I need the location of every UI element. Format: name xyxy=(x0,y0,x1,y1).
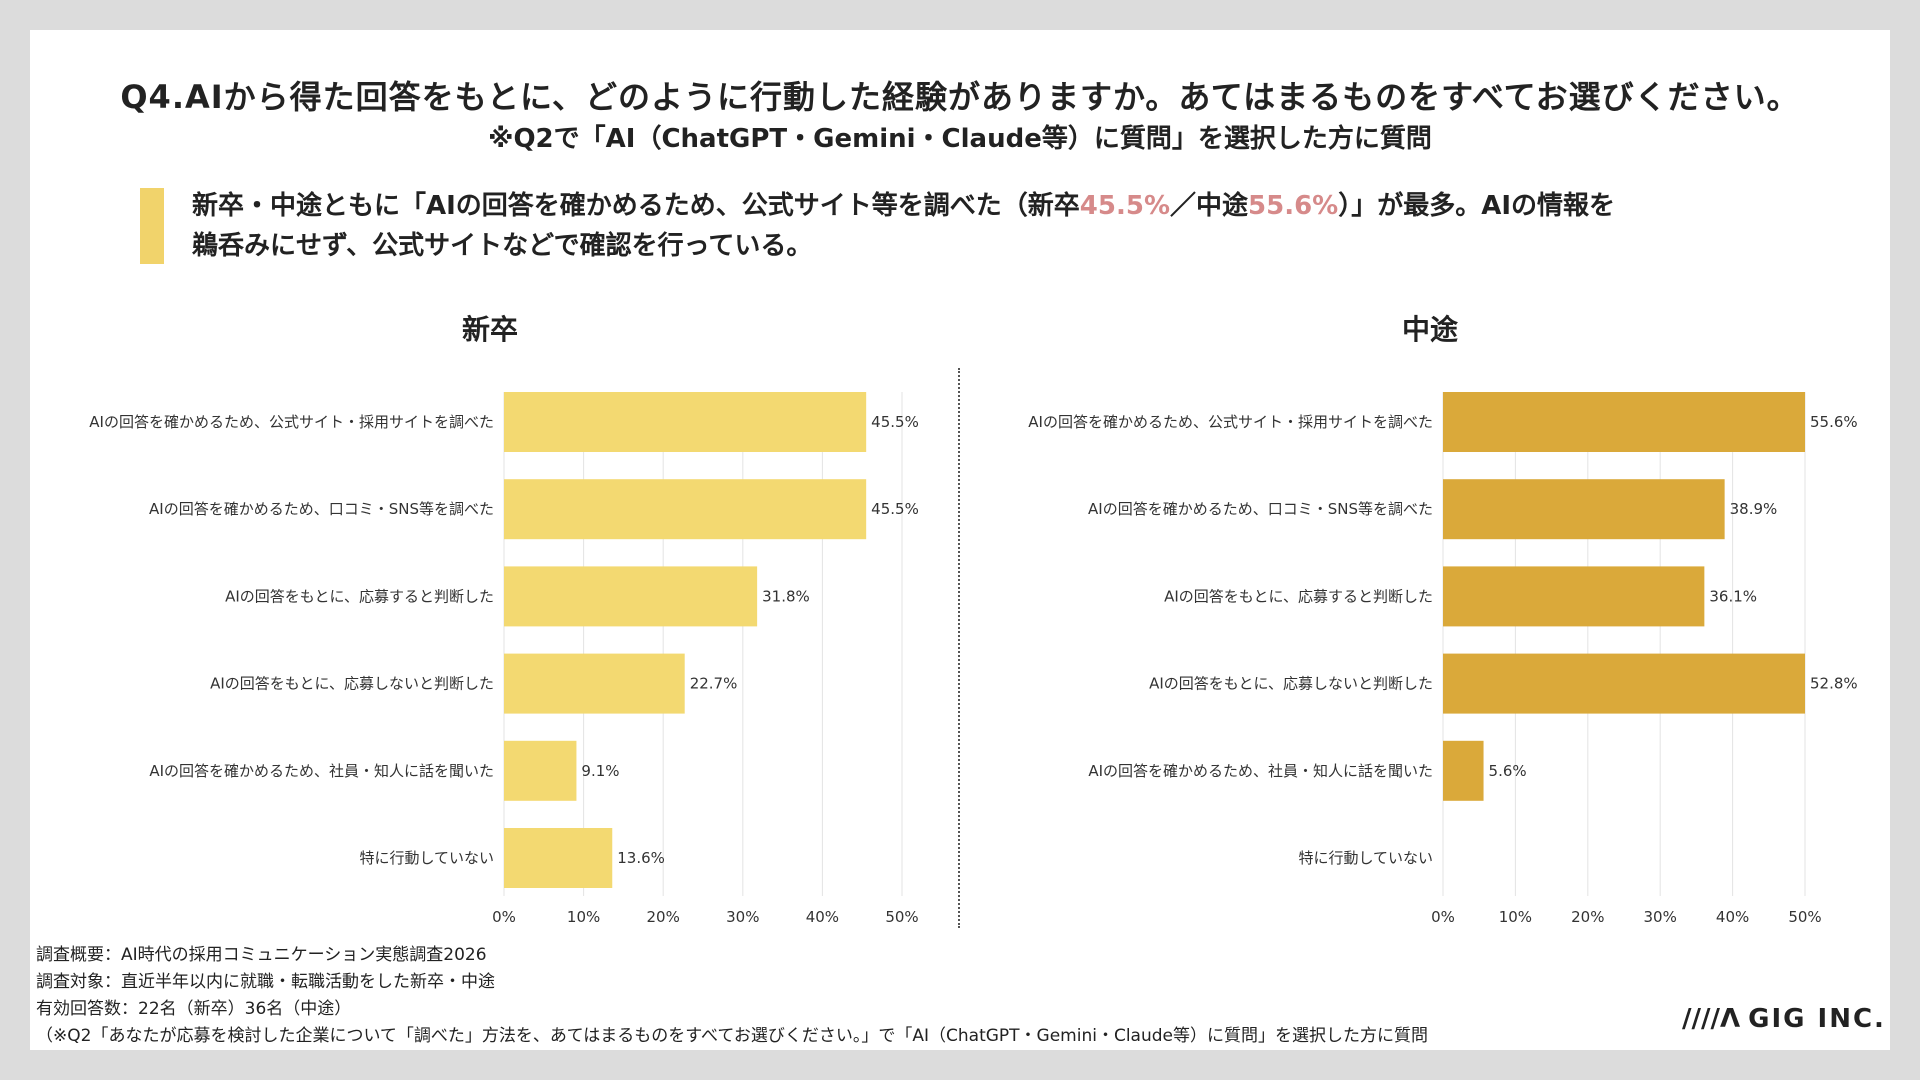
mid-career-tick-label: 10% xyxy=(1499,908,1532,926)
mid-career-tick-label: 30% xyxy=(1644,908,1677,926)
new-grad-bar xyxy=(504,479,867,540)
new-grad-category-label: AIの回答を確かめるため、公式サイト・採用サイトを調べた xyxy=(89,413,494,431)
new-grad-bar xyxy=(504,566,758,627)
summary-line-1: 新卒・中途ともに「AIの回答を確かめるため、公式サイト等を調べた（新卒45.5%… xyxy=(192,186,1832,226)
new-grad-category-label: 特に行動していない xyxy=(359,849,494,867)
footer-line-2: 調査対象：直近半年以内に就職・転職活動をした新卒・中途 xyxy=(36,972,495,992)
new-grad-category-label: AIの回答をもとに、応募しないと判断した xyxy=(210,675,494,693)
page-title: Q4.AIから得た回答をもとに、どのように行動した経験がありますか。あてはまるも… xyxy=(120,78,1800,116)
mid-career-bar xyxy=(1443,479,1725,540)
mid-career-value-label: 36.1% xyxy=(1709,587,1757,605)
new-grad-value-label: 9.1% xyxy=(581,762,619,780)
new-grad-value-label: 45.5% xyxy=(871,500,919,518)
new-grad-value-label: 22.7% xyxy=(690,675,738,693)
new-grad-value-label: 13.6% xyxy=(617,849,665,867)
mid-career-value-label: 5.6% xyxy=(1489,762,1527,780)
new-grad-bar xyxy=(504,828,613,888)
new-grad-tick-label: 0% xyxy=(492,908,516,926)
mid-career-category-label: AIの回答をもとに、応募しないと判断した xyxy=(1149,675,1433,693)
slide: Q4.AIから得た回答をもとに、どのように行動した経験がありますか。あてはまるも… xyxy=(30,30,1890,1050)
mid-career-value-label: 52.8% xyxy=(1810,675,1858,693)
new-grad-category-label: AIの回答を確かめるため、社員・知人に話を聞いた xyxy=(149,762,494,780)
mid-career-value-label: 55.6% xyxy=(1810,413,1858,431)
new-grad-value-label: 31.8% xyxy=(762,587,810,605)
summary-highlight-mid-career: 55.6% xyxy=(1248,191,1339,221)
mid-career-category-label: AIの回答を確かめるため、社員・知人に話を聞いた xyxy=(1088,762,1433,780)
survey-footer: 調査概要：AI時代の採用コミュニケーション実態調査2026 調査対象：直近半年以… xyxy=(36,942,1428,1050)
mid-career-category-label: AIの回答を確かめるため、公式サイト・採用サイトを調べた xyxy=(1028,413,1433,431)
mid-career-value-label: 38.9% xyxy=(1730,500,1778,518)
mid-career-tick-label: 40% xyxy=(1716,908,1749,926)
mid-career-bar xyxy=(1443,653,1805,714)
new-grad-bar xyxy=(504,392,867,452)
new-grad-tick-label: 20% xyxy=(647,908,680,926)
footer-line-1: 調査概要：AI時代の採用コミュニケーション実態調査2026 xyxy=(36,945,487,965)
summary-part-c: ）」が最多。AIの情報を xyxy=(1338,191,1616,221)
summary-accent-bar xyxy=(140,188,164,264)
mid-career-bar xyxy=(1443,392,1805,452)
mid-career-category-label: AIの回答を確かめるため、口コミ・SNS等を調べた xyxy=(1088,500,1433,518)
new-grad-category-label: AIの回答を確かめるため、口コミ・SNS等を調べた xyxy=(149,500,494,518)
panel-divider xyxy=(958,368,960,928)
new-grad-tick-label: 50% xyxy=(885,908,918,926)
new-grad-tick-label: 30% xyxy=(726,908,759,926)
summary-highlight-new-grad: 45.5% xyxy=(1079,191,1170,221)
mid-career-category-label: 特に行動していない xyxy=(1298,849,1433,867)
company-logo: ////Λ GIG INC. xyxy=(1682,1004,1886,1034)
logo-mark-icon: ////Λ xyxy=(1682,1004,1741,1034)
new-grad-tick-label: 40% xyxy=(806,908,839,926)
mid-career-tick-label: 20% xyxy=(1571,908,1604,926)
chart-title-mid-career: 中途 xyxy=(1401,313,1458,346)
summary-line-2: 鵜呑みにせず、公式サイトなどで確認を行っている。 xyxy=(192,231,813,261)
chart-title-new-grad: 新卒 xyxy=(461,313,518,346)
mid-career-tick-label: 50% xyxy=(1788,908,1821,926)
new-grad-category-label: AIの回答をもとに、応募すると判断した xyxy=(225,587,494,605)
bar-charts: 0% 10% 20% 30% 40% 50% AIの回答を確かめるため、公式サイト・採用サイ… xyxy=(89,392,1858,926)
logo-text: GIG INC. xyxy=(1748,1004,1886,1034)
footer-line-3: 有効回答数：22名（新卒）36名（中途） xyxy=(36,999,352,1019)
new-grad-bar xyxy=(504,740,577,801)
summary-text: 新卒・中途ともに「AIの回答を確かめるため、公式サイト等を調べた（新卒45.5%… xyxy=(192,186,1832,266)
mid-career-bar xyxy=(1443,740,1484,801)
mid-career-bar xyxy=(1443,566,1705,627)
new-grad-bar xyxy=(504,653,685,714)
page-subtitle: ※Q2で「AI（ChatGPT・Gemini・Claude等）に質問」を選択した… xyxy=(488,124,1432,154)
mid-career-category-label: AIの回答をもとに、応募すると判断した xyxy=(1164,587,1433,605)
mid-career-tick-label: 0% xyxy=(1431,908,1455,926)
new-grad-tick-label: 10% xyxy=(567,908,600,926)
summary-part-a: 新卒・中途ともに「AIの回答を確かめるため、公式サイト等を調べた（新卒 xyxy=(192,191,1080,221)
footer-line-4: （※Q2「あなたが応募を検討した企業について「調べた」方法を、あてはまるものをす… xyxy=(36,1026,1428,1046)
summary-part-b: ／中途 xyxy=(1170,191,1249,221)
new-grad-value-label: 45.5% xyxy=(871,413,919,431)
